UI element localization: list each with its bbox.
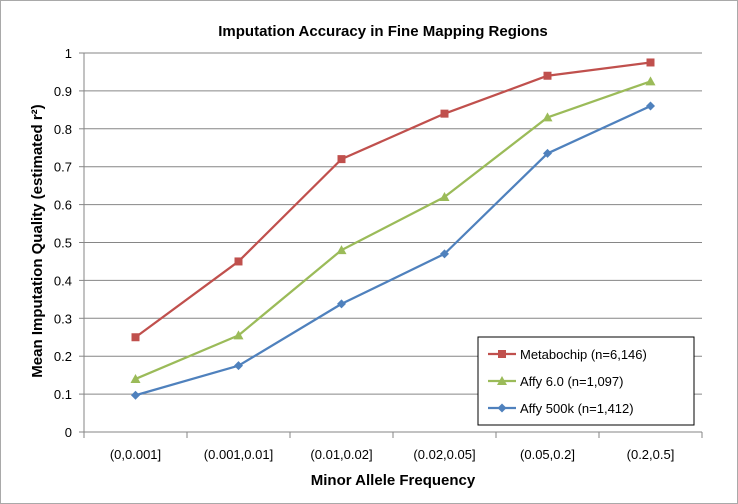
x-tick-label: (0.05,0.2] <box>520 447 575 462</box>
legend-label-affy-6-0: Affy 6.0 (n=1,097) <box>520 374 623 389</box>
series-metabochip <box>131 58 655 342</box>
y-tick-label: 0.6 <box>54 198 72 213</box>
axes: 0 0.1 0.2 0.3 0.4 0.5 0.6 0.7 0.8 0.9 1 (0,0.001] (0… <box>54 46 703 462</box>
data-point-affy-500k <box>337 299 346 309</box>
y-tick-label: 0.5 <box>54 236 72 251</box>
series-group <box>130 58 656 400</box>
data-point-affy-6-0 <box>439 192 450 202</box>
x-tick-label: (0.01,0.02] <box>310 447 372 462</box>
y-tick-label: 0.9 <box>54 84 72 99</box>
chart-title: Imputation Accuracy in Fine Mapping Regi… <box>218 23 547 40</box>
legend: Metabochip (n=6,146) Affy 6.0 (n=1,097) Af… <box>477 336 695 426</box>
data-point-affy-500k <box>234 361 243 371</box>
legend-label-affy-500k: Affy 500k (n=1,412) <box>520 401 634 416</box>
legend-marker-metabochip <box>498 350 506 358</box>
x-tick-label: (0.02,0.05] <box>413 447 475 462</box>
series-affy-500k <box>131 101 655 400</box>
y-tick-label: 0.3 <box>54 311 72 326</box>
series-affy-6-0 <box>130 76 656 383</box>
y-axis-title: Mean Imputation Quality (estimated r²) <box>29 104 46 377</box>
data-point-affy-6-0 <box>233 330 244 340</box>
data-point-affy-500k <box>646 101 655 111</box>
data-point-metabochip <box>646 58 655 67</box>
data-point-metabochip <box>543 71 552 80</box>
data-point-affy-6-0 <box>130 373 141 383</box>
x-tick-label: (0.2,0.5] <box>627 447 675 462</box>
y-tick-label: 0.1 <box>54 387 72 402</box>
legend-label-metabochip: Metabochip (n=6,146) <box>520 347 647 362</box>
data-point-metabochip <box>234 257 243 266</box>
y-tick-label: 0.2 <box>54 349 72 364</box>
data-point-affy-6-0 <box>336 245 347 255</box>
data-point-metabochip <box>131 333 140 342</box>
data-point-metabochip <box>337 155 346 164</box>
data-point-affy-6-0 <box>645 76 656 86</box>
data-point-affy-500k <box>131 390 140 400</box>
data-point-metabochip <box>440 109 449 118</box>
y-tick-label: 0.4 <box>54 273 72 288</box>
x-tick-label: (0,0.001] <box>110 447 161 462</box>
series-line-affy-6-0 <box>135 80 651 380</box>
series-line-metabochip <box>134 61 651 339</box>
series-line-affy-500k <box>135 105 651 397</box>
legend-marker-affy-500k <box>497 403 507 413</box>
data-point-affy-6-0 <box>542 112 553 122</box>
data-point-affy-500k <box>440 249 449 259</box>
y-tick-label: 0.8 <box>54 122 72 137</box>
x-tick-label: (0.001,0.01] <box>204 447 273 462</box>
y-tick-label: 0 <box>65 425 72 440</box>
data-point-affy-500k <box>543 148 552 158</box>
x-axis-title: Minor Allele Frequency <box>311 472 476 489</box>
legend-marker-affy-6-0 <box>497 376 507 385</box>
y-tick-label: 0.7 <box>54 160 72 175</box>
y-tick-label: 1 <box>65 46 72 61</box>
